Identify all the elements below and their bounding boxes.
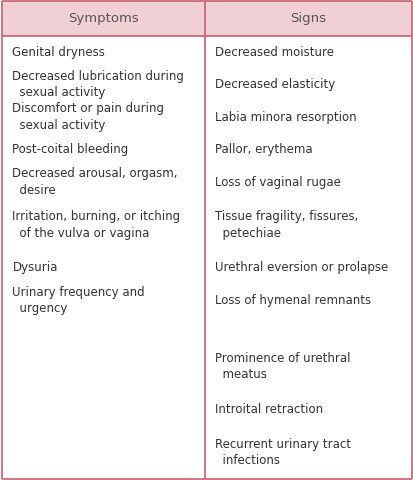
Text: Decreased lubrication during
  sexual activity: Decreased lubrication during sexual acti… xyxy=(12,70,184,99)
Text: Introital retraction: Introital retraction xyxy=(215,403,323,416)
Text: Dysuria: Dysuria xyxy=(12,262,58,275)
Text: Post-coital bleeding: Post-coital bleeding xyxy=(12,143,128,156)
Text: Labia minora resorption: Labia minora resorption xyxy=(215,111,356,124)
Text: Recurrent urinary tract
  infections: Recurrent urinary tract infections xyxy=(215,438,351,467)
Text: Decreased moisture: Decreased moisture xyxy=(215,46,333,59)
Text: Irritation, burning, or itching
  of the vulva or vagina: Irritation, burning, or itching of the v… xyxy=(12,210,180,240)
Text: Tissue fragility, fissures,
  petechiae: Tissue fragility, fissures, petechiae xyxy=(215,210,358,240)
Text: Genital dryness: Genital dryness xyxy=(12,46,105,59)
Text: Prominence of urethral
  meatus: Prominence of urethral meatus xyxy=(215,352,350,381)
Text: Pallor, erythema: Pallor, erythema xyxy=(215,143,312,156)
Text: Urethral eversion or prolapse: Urethral eversion or prolapse xyxy=(215,262,387,275)
Text: Symptoms: Symptoms xyxy=(68,12,138,25)
Text: Decreased arousal, orgasm,
  desire: Decreased arousal, orgasm, desire xyxy=(12,168,178,197)
Text: Urinary frequency and
  urgency: Urinary frequency and urgency xyxy=(12,286,145,315)
Text: Decreased elasticity: Decreased elasticity xyxy=(215,78,335,91)
Text: Loss of hymenal remnants: Loss of hymenal remnants xyxy=(215,294,370,307)
Bar xyxy=(2,1,411,36)
Text: Loss of vaginal rugae: Loss of vaginal rugae xyxy=(215,176,340,189)
Text: Discomfort or pain during
  sexual activity: Discomfort or pain during sexual activit… xyxy=(12,102,164,132)
Text: Signs: Signs xyxy=(290,12,325,25)
